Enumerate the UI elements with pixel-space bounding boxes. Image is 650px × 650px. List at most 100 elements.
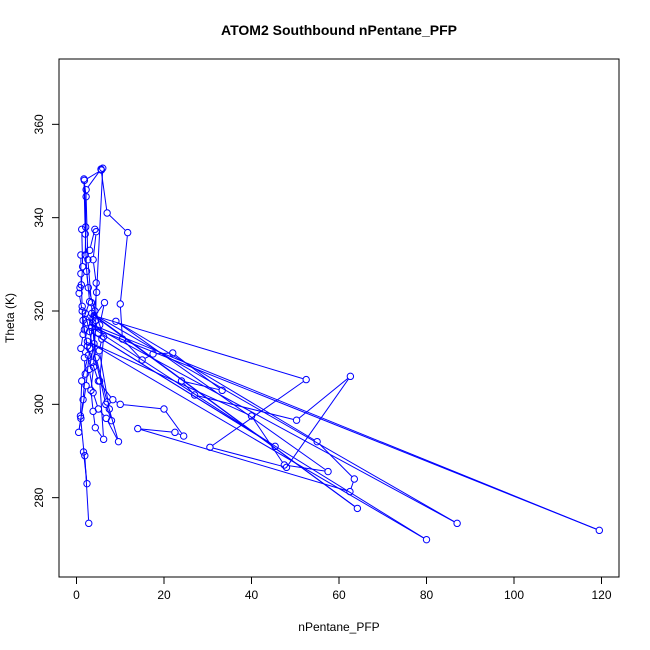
data-point xyxy=(218,386,226,395)
series-segment xyxy=(93,395,98,406)
series-segment xyxy=(96,430,103,437)
plot-frame xyxy=(58,58,620,578)
series-segment xyxy=(90,393,94,408)
data-point xyxy=(83,342,92,350)
series-segment xyxy=(79,296,83,308)
series-segment xyxy=(99,340,104,378)
y-axis: 280 300 320 340 360 xyxy=(32,114,60,508)
data-point xyxy=(82,381,90,390)
series-segment xyxy=(350,482,354,489)
data-point xyxy=(87,298,96,307)
y-axis-label: Theta (K) xyxy=(3,293,17,343)
data-point xyxy=(89,363,98,371)
series-segment xyxy=(288,378,349,465)
data-point xyxy=(85,246,94,255)
data-point xyxy=(95,346,103,355)
data-point xyxy=(280,461,289,469)
series-segment xyxy=(123,404,161,410)
series-segment xyxy=(184,381,219,391)
y-tick-label: 300 xyxy=(32,394,46,414)
data-point xyxy=(79,448,88,456)
series-segment xyxy=(94,314,455,523)
data-point xyxy=(169,349,177,357)
series-segment xyxy=(90,370,94,387)
data-point xyxy=(81,451,89,460)
x-tick-label: 40 xyxy=(245,588,259,602)
series-segment xyxy=(120,236,128,301)
series-segment xyxy=(81,232,84,264)
series-segment xyxy=(165,411,183,434)
series-segment xyxy=(124,341,141,358)
y-tick-label: 320 xyxy=(32,301,46,321)
data-point xyxy=(77,414,85,423)
data-point xyxy=(77,251,85,259)
series-segment xyxy=(93,263,97,280)
data-point xyxy=(107,416,116,425)
data-point xyxy=(84,351,93,360)
data-point xyxy=(81,223,90,231)
series-segment xyxy=(156,352,170,355)
series-segment xyxy=(213,447,284,467)
data-point xyxy=(83,318,91,327)
series-segment xyxy=(119,307,123,336)
data-point xyxy=(78,262,87,271)
series-segment xyxy=(81,351,84,355)
x-tick-label: 0 xyxy=(73,588,80,602)
series-segment xyxy=(84,361,86,371)
data-point xyxy=(282,463,291,472)
data-point xyxy=(453,519,461,528)
data-point xyxy=(95,377,104,385)
data-point xyxy=(91,225,99,234)
data-point xyxy=(100,298,109,307)
data-point xyxy=(85,365,93,374)
data-point xyxy=(313,437,321,446)
series-segment xyxy=(90,323,597,530)
series-segment xyxy=(80,337,84,345)
series-segment xyxy=(287,465,325,472)
data-point xyxy=(160,405,168,413)
data-point xyxy=(89,314,97,322)
data-point xyxy=(102,400,110,409)
data-point xyxy=(179,432,188,440)
data-point xyxy=(89,388,97,397)
series-points xyxy=(74,164,604,544)
data-point xyxy=(74,428,83,437)
data-point xyxy=(346,487,354,496)
data-point xyxy=(247,412,256,420)
data-point xyxy=(206,443,214,451)
data-point xyxy=(91,423,100,432)
data-point xyxy=(92,288,101,297)
data-point xyxy=(80,353,89,362)
series-segment xyxy=(97,316,303,380)
data-point xyxy=(177,377,186,385)
data-point xyxy=(76,283,84,292)
series-segment xyxy=(89,372,94,390)
data-point xyxy=(116,300,124,308)
series-segment xyxy=(175,354,220,389)
data-point xyxy=(109,395,117,404)
series-segment xyxy=(80,384,83,413)
data-point xyxy=(79,330,87,339)
data-point xyxy=(78,302,86,311)
x-tick-label: 60 xyxy=(332,588,346,602)
data-point xyxy=(85,344,94,353)
data-point xyxy=(271,442,279,451)
series-segment xyxy=(81,270,83,282)
series-segment xyxy=(99,305,105,322)
data-point xyxy=(116,400,124,409)
data-point xyxy=(134,424,142,433)
data-point xyxy=(97,165,105,173)
data-point xyxy=(92,279,100,287)
series-segment xyxy=(84,333,88,343)
series-segment xyxy=(109,215,126,231)
data-point xyxy=(80,176,89,185)
series-segment xyxy=(83,304,89,318)
x-tick-label: 120 xyxy=(591,588,611,602)
data-point xyxy=(103,209,111,217)
data-point xyxy=(324,467,332,476)
series-segment xyxy=(177,433,181,436)
data-point xyxy=(171,428,179,437)
x-tick-label: 80 xyxy=(420,588,434,602)
data-point xyxy=(353,504,362,513)
